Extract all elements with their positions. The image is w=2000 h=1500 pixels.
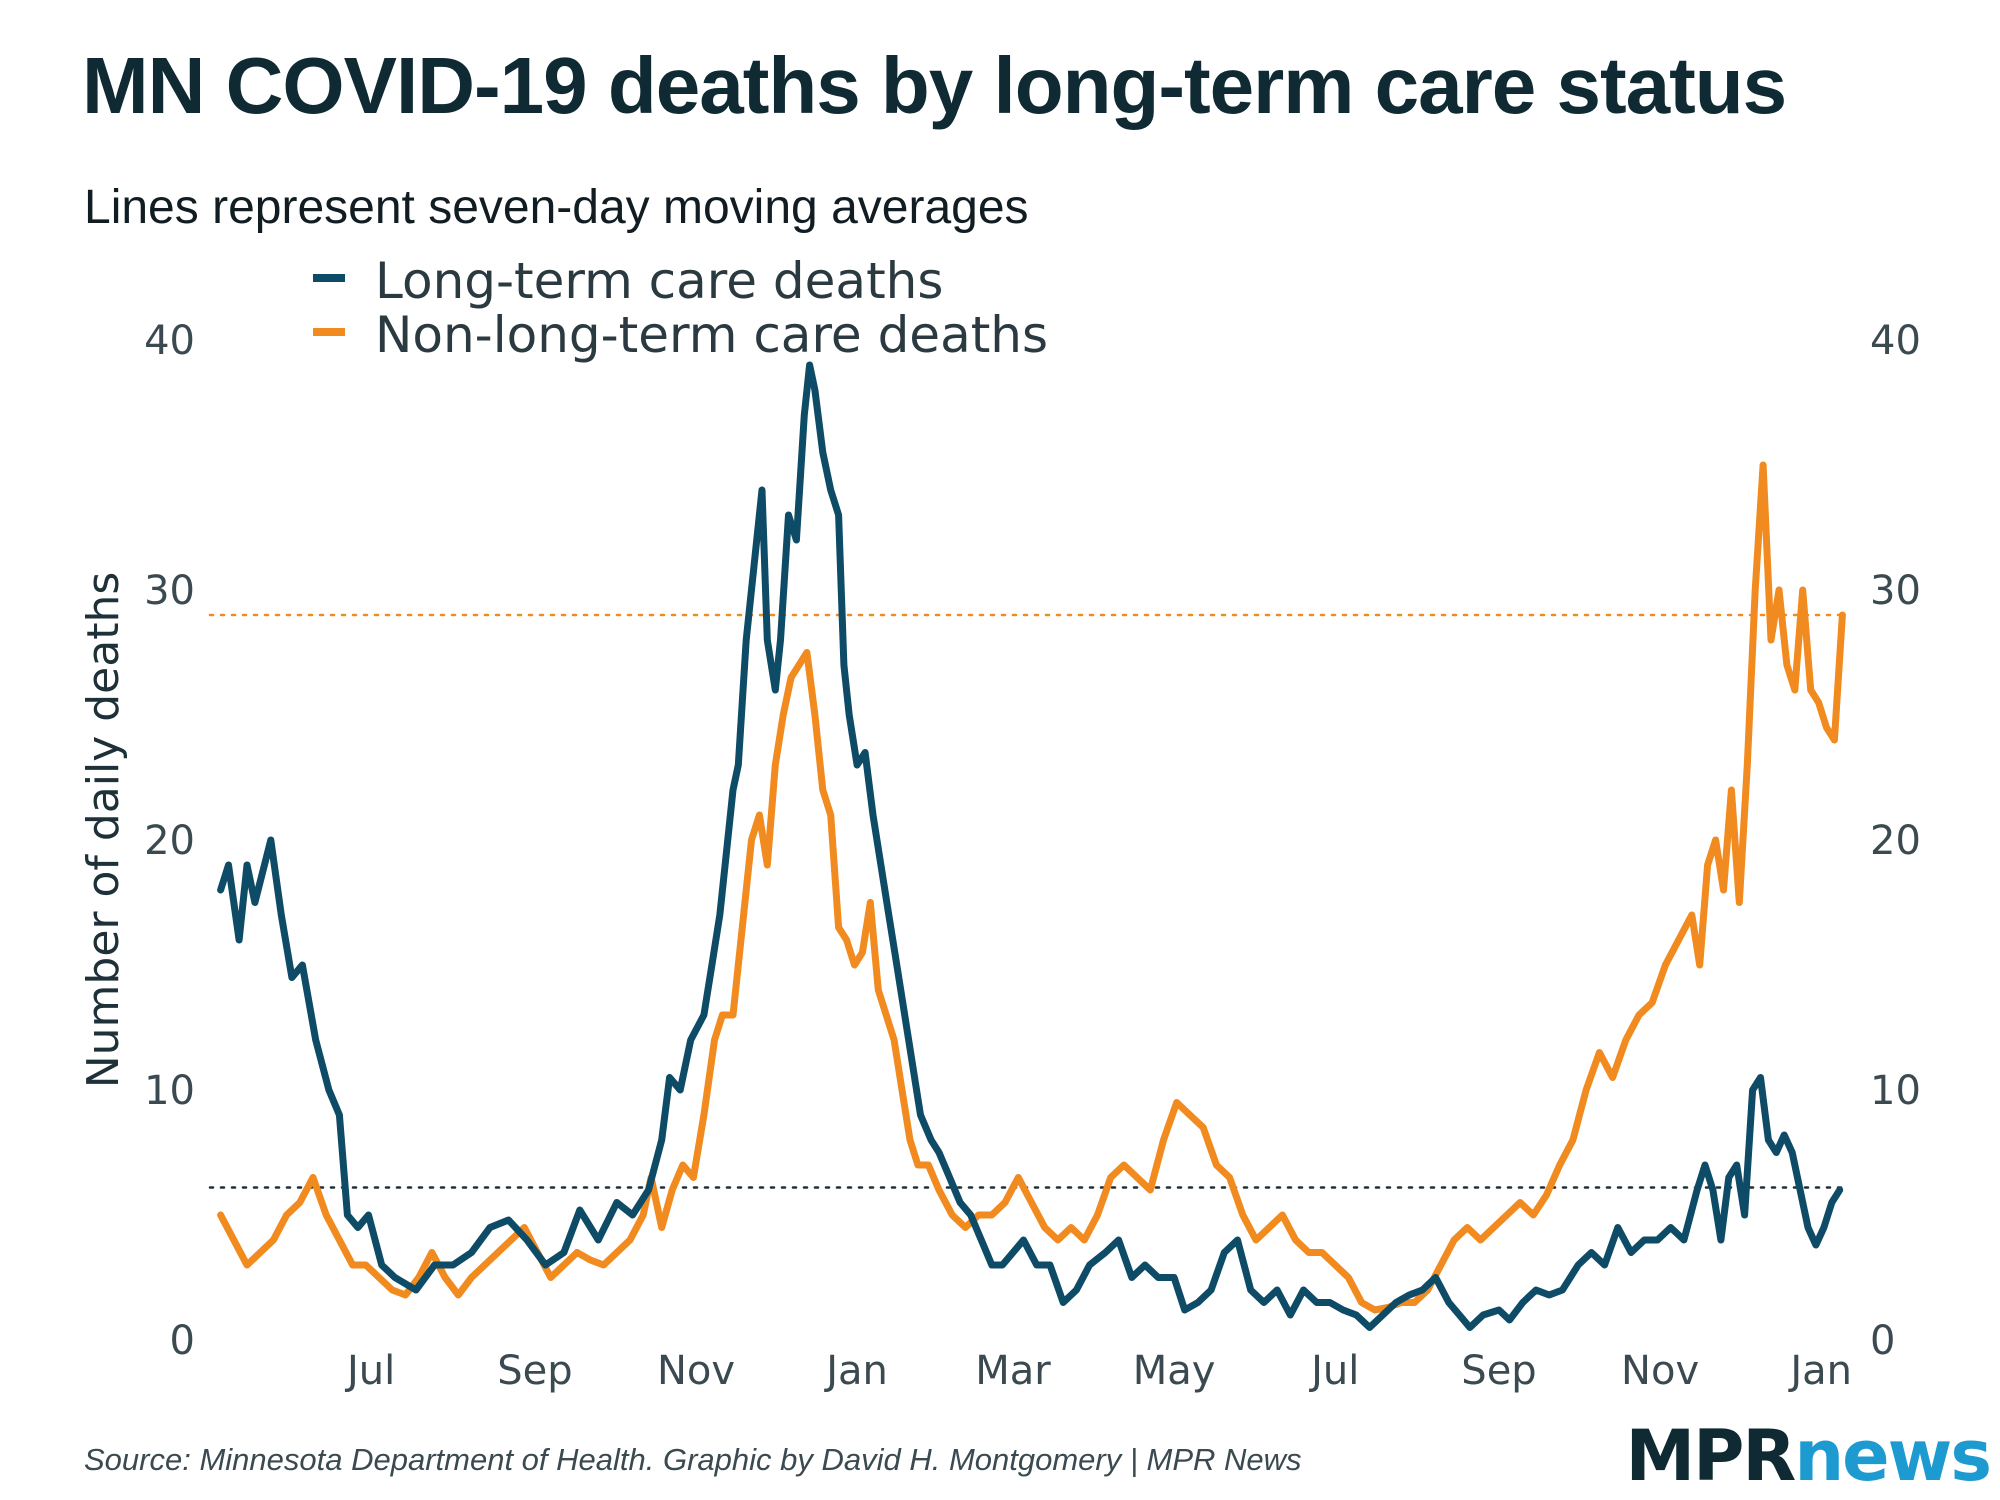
x-tick-label: Jan [1787, 1348, 1852, 1394]
y-tick-left: 0 [170, 1318, 195, 1364]
source-note: Source: Minnesota Department of Health. … [84, 1442, 1302, 1477]
y-axis-left: 40 30 20 10 0 [144, 318, 195, 1364]
series-line-non-ltc [217, 461, 1846, 1314]
logo-news: news [1794, 1415, 1992, 1497]
legend: Long-term care deaths Non-long-term care… [313, 252, 1048, 364]
mpr-news-logo: MPRnews [1625, 1415, 1992, 1497]
y-axis-title: Number of daily deaths [78, 572, 129, 1089]
y-tick-right: 20 [1870, 818, 1921, 864]
y-axis-right: 40 30 20 10 0 [1870, 318, 1921, 1364]
chart-title: MN COVID-19 deaths by long-term care sta… [82, 41, 1787, 130]
y-tick-right: 10 [1870, 1068, 1921, 1114]
legend-label-ltc: Long-term care deaths [375, 252, 943, 310]
legend-swatch-ltc [313, 274, 345, 282]
x-tick-label: Sep [1461, 1348, 1536, 1394]
y-tick-left: 40 [144, 318, 195, 364]
logo-mpr: MPR [1625, 1415, 1796, 1497]
legend-label-non-ltc: Non-long-term care deaths [375, 306, 1048, 364]
x-tick-label: May [1133, 1348, 1216, 1394]
y-tick-left: 10 [144, 1068, 195, 1114]
chart-subtitle: Lines represent seven-day moving average… [84, 181, 1029, 234]
series-line-ltc [217, 361, 1844, 1331]
y-tick-left: 30 [144, 568, 195, 614]
x-tick-label: Jul [1308, 1348, 1359, 1394]
legend-swatch-non-ltc [313, 328, 345, 336]
x-tick-label: Jul [344, 1348, 395, 1394]
series-layer [217, 361, 1846, 1331]
y-tick-right: 0 [1870, 1318, 1895, 1364]
x-axis: Jul Sep Nov Jan Mar May Jul Sep Nov Jan [344, 1348, 1852, 1394]
x-tick-label: Mar [975, 1348, 1051, 1394]
y-tick-left: 20 [144, 818, 195, 864]
y-tick-right: 40 [1870, 318, 1921, 364]
x-tick-label: Sep [497, 1348, 572, 1394]
x-tick-label: Jan [823, 1348, 888, 1394]
x-tick-label: Nov [1621, 1348, 1699, 1394]
x-tick-label: Nov [657, 1348, 735, 1394]
y-tick-right: 30 [1870, 568, 1921, 614]
